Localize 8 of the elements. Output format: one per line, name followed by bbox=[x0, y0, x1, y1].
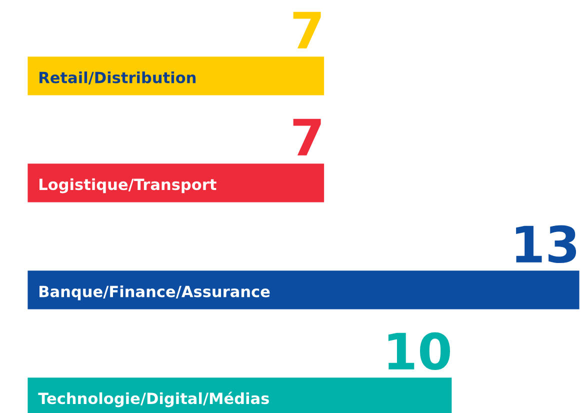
y-tick-label: Banque/Finance/Assurance bbox=[40, 285, 270, 300]
data-label: 7 bbox=[293, 118, 321, 156]
y-tick-label: Technologie/Digital/Médias bbox=[38, 392, 269, 408]
data-label: 7 bbox=[293, 12, 321, 48]
data-label: 13 bbox=[516, 225, 576, 264]
y-tick-label: Logistique/Transport bbox=[40, 178, 216, 194]
data-label: 10 bbox=[388, 332, 450, 370]
y-tick-label: Retail/Distribution bbox=[40, 71, 196, 84]
